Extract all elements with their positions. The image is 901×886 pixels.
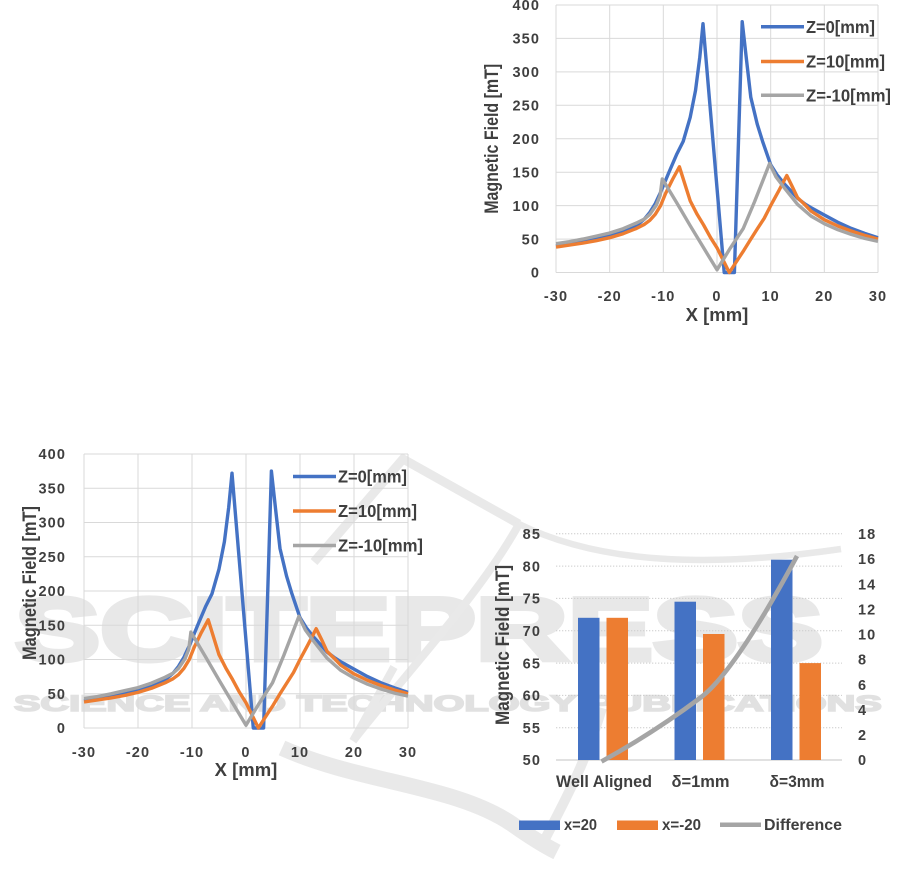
svg-text:-10: -10 [651,289,675,305]
svg-text:50: 50 [523,753,541,769]
svg-text:75: 75 [523,592,541,608]
svg-text:350: 350 [513,32,541,48]
svg-text:30: 30 [399,745,417,761]
svg-text:200: 200 [39,584,67,600]
svg-text:50: 50 [522,232,540,248]
svg-text:Z=-10[mm]: Z=-10[mm] [806,85,891,105]
svg-text:δ=1mm: δ=1mm [672,772,730,791]
svg-text:100: 100 [39,653,67,669]
svg-text:65: 65 [523,656,541,672]
svg-text:55: 55 [523,721,541,737]
svg-text:-30: -30 [544,289,568,305]
svg-text:Z=0[mm]: Z=0[mm] [338,467,407,487]
svg-text:50: 50 [48,687,66,703]
svg-text:30: 30 [869,289,887,305]
svg-text:2: 2 [858,728,867,744]
svg-text:20: 20 [345,745,363,761]
svg-text:Magnetic Field [mT]: Magnetic Field [mT] [493,565,514,725]
svg-text:300: 300 [513,65,541,81]
svg-text:12: 12 [858,602,876,618]
svg-text:300: 300 [39,516,67,532]
svg-text:20: 20 [815,289,833,305]
svg-text:16: 16 [858,552,876,568]
svg-text:x=-20: x=-20 [662,817,701,834]
svg-text:10: 10 [762,289,780,305]
svg-text:Well Aligned: Well Aligned [556,772,652,791]
svg-text:0: 0 [712,289,721,305]
svg-text:-20: -20 [598,289,622,305]
svg-text:0: 0 [531,266,540,282]
svg-text:X [mm]: X [mm] [215,759,278,780]
svg-text:10: 10 [291,745,309,761]
svg-text:18: 18 [858,527,876,543]
svg-text:80: 80 [523,559,541,575]
svg-text:400: 400 [513,0,541,14]
svg-text:X [mm]: X [mm] [686,304,749,325]
svg-text:-20: -20 [126,745,150,761]
svg-text:δ=3mm: δ=3mm [770,772,825,791]
svg-text:8: 8 [858,653,867,669]
svg-text:Magnetic Field [mT]: Magnetic Field [mT] [20,506,41,660]
svg-text:Z=10[mm]: Z=10[mm] [338,501,417,521]
svg-text:Magnetic Field [mT]: Magnetic Field [mT] [482,64,503,214]
svg-text:150: 150 [39,619,67,635]
svg-text:Difference: Difference [764,817,842,834]
svg-text:-30: -30 [72,745,96,761]
svg-text:250: 250 [513,99,541,115]
svg-text:70: 70 [523,624,541,640]
svg-text:85: 85 [523,527,541,543]
svg-text:x=20: x=20 [564,817,597,834]
svg-text:SCIENCE AND TECHNOLOGY PUBLICA: SCIENCE AND TECHNOLOGY PUBLICATIONS [14,692,882,716]
svg-text:0: 0 [858,753,867,769]
svg-text:-10: -10 [180,745,204,761]
svg-text:Z=-10[mm]: Z=-10[mm] [338,536,423,556]
svg-text:60: 60 [523,689,541,705]
svg-text:14: 14 [858,577,876,593]
svg-text:Z=0[mm]: Z=0[mm] [806,17,875,37]
svg-text:200: 200 [513,132,541,148]
svg-text:100: 100 [513,199,541,215]
svg-text:0: 0 [57,721,66,737]
svg-text:0: 0 [241,745,250,761]
svg-text:Z=10[mm]: Z=10[mm] [806,52,885,72]
svg-text:350: 350 [39,482,67,498]
svg-text:4: 4 [858,703,867,719]
svg-text:10: 10 [858,628,876,644]
svg-text:250: 250 [39,550,67,566]
svg-text:6: 6 [858,678,867,694]
svg-text:400: 400 [39,447,67,463]
svg-text:150: 150 [513,165,541,181]
